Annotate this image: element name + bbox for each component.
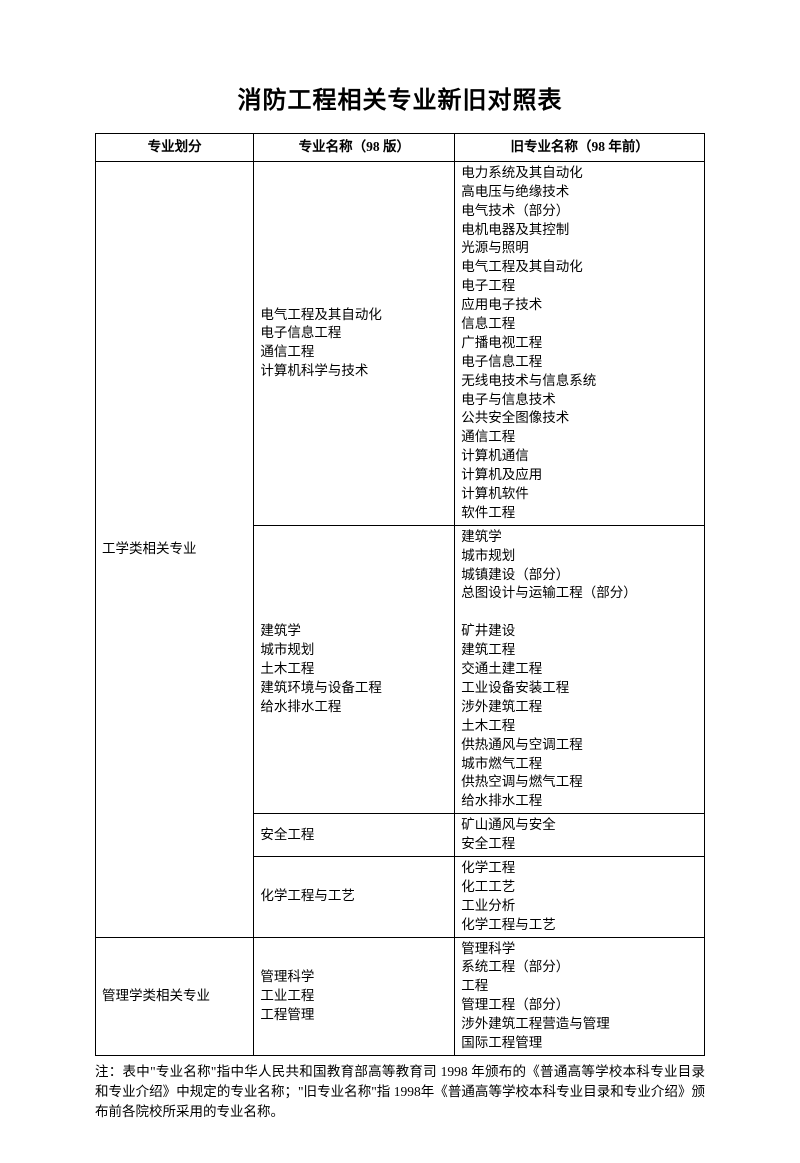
cell-new: 安全工程: [254, 814, 455, 857]
cell-new: 化学工程与工艺: [254, 856, 455, 937]
cell-old: 化学工程化工工艺工业分析化学工程与工艺: [455, 856, 705, 937]
header-old-name: 旧专业名称（98 年前）: [455, 134, 705, 162]
page-title: 消防工程相关专业新旧对照表: [95, 80, 705, 115]
header-new-name: 专业名称（98 版）: [254, 134, 455, 162]
cell-old: 建筑学城市规划城镇建设（部分）总图设计与运输工程（部分） 矿井建设建筑工程交通土…: [455, 525, 705, 813]
comparison-table: 专业划分 专业名称（98 版） 旧专业名称（98 年前） 工学类相关专业 电气工…: [95, 133, 705, 1056]
cell-old: 矿山通风与安全安全工程: [455, 814, 705, 857]
table-row: 管理学类相关专业 管理科学工业工程工程管理 管理科学系统工程（部分）工程管理工程…: [96, 937, 705, 1055]
footnote: 注：表中"专业名称"指中华人民共和国教育部高等教育司 1998 年颁布的《普通高…: [95, 1062, 705, 1123]
table-header-row: 专业划分 专业名称（98 版） 旧专业名称（98 年前）: [96, 134, 705, 162]
cell-new: 建筑学城市规划土木工程建筑环境与设备工程给水排水工程: [254, 525, 455, 813]
document-page: 消防工程相关专业新旧对照表 专业划分 专业名称（98 版） 旧专业名称（98 年…: [0, 0, 800, 1163]
category-engineering: 工学类相关专业: [96, 161, 254, 937]
category-management: 管理学类相关专业: [96, 937, 254, 1055]
cell-new: 管理科学工业工程工程管理: [254, 937, 455, 1055]
table-row: 工学类相关专业 电气工程及其自动化电子信息工程通信工程计算机科学与技术 电力系统…: [96, 161, 705, 525]
header-division: 专业划分: [96, 134, 254, 162]
cell-old: 管理科学系统工程（部分）工程管理工程（部分）涉外建筑工程营造与管理国际工程管理: [455, 937, 705, 1055]
cell-new: 电气工程及其自动化电子信息工程通信工程计算机科学与技术: [254, 161, 455, 525]
cell-old: 电力系统及其自动化高电压与绝缘技术电气技术（部分）电机电器及其控制光源与照明电气…: [455, 161, 705, 525]
